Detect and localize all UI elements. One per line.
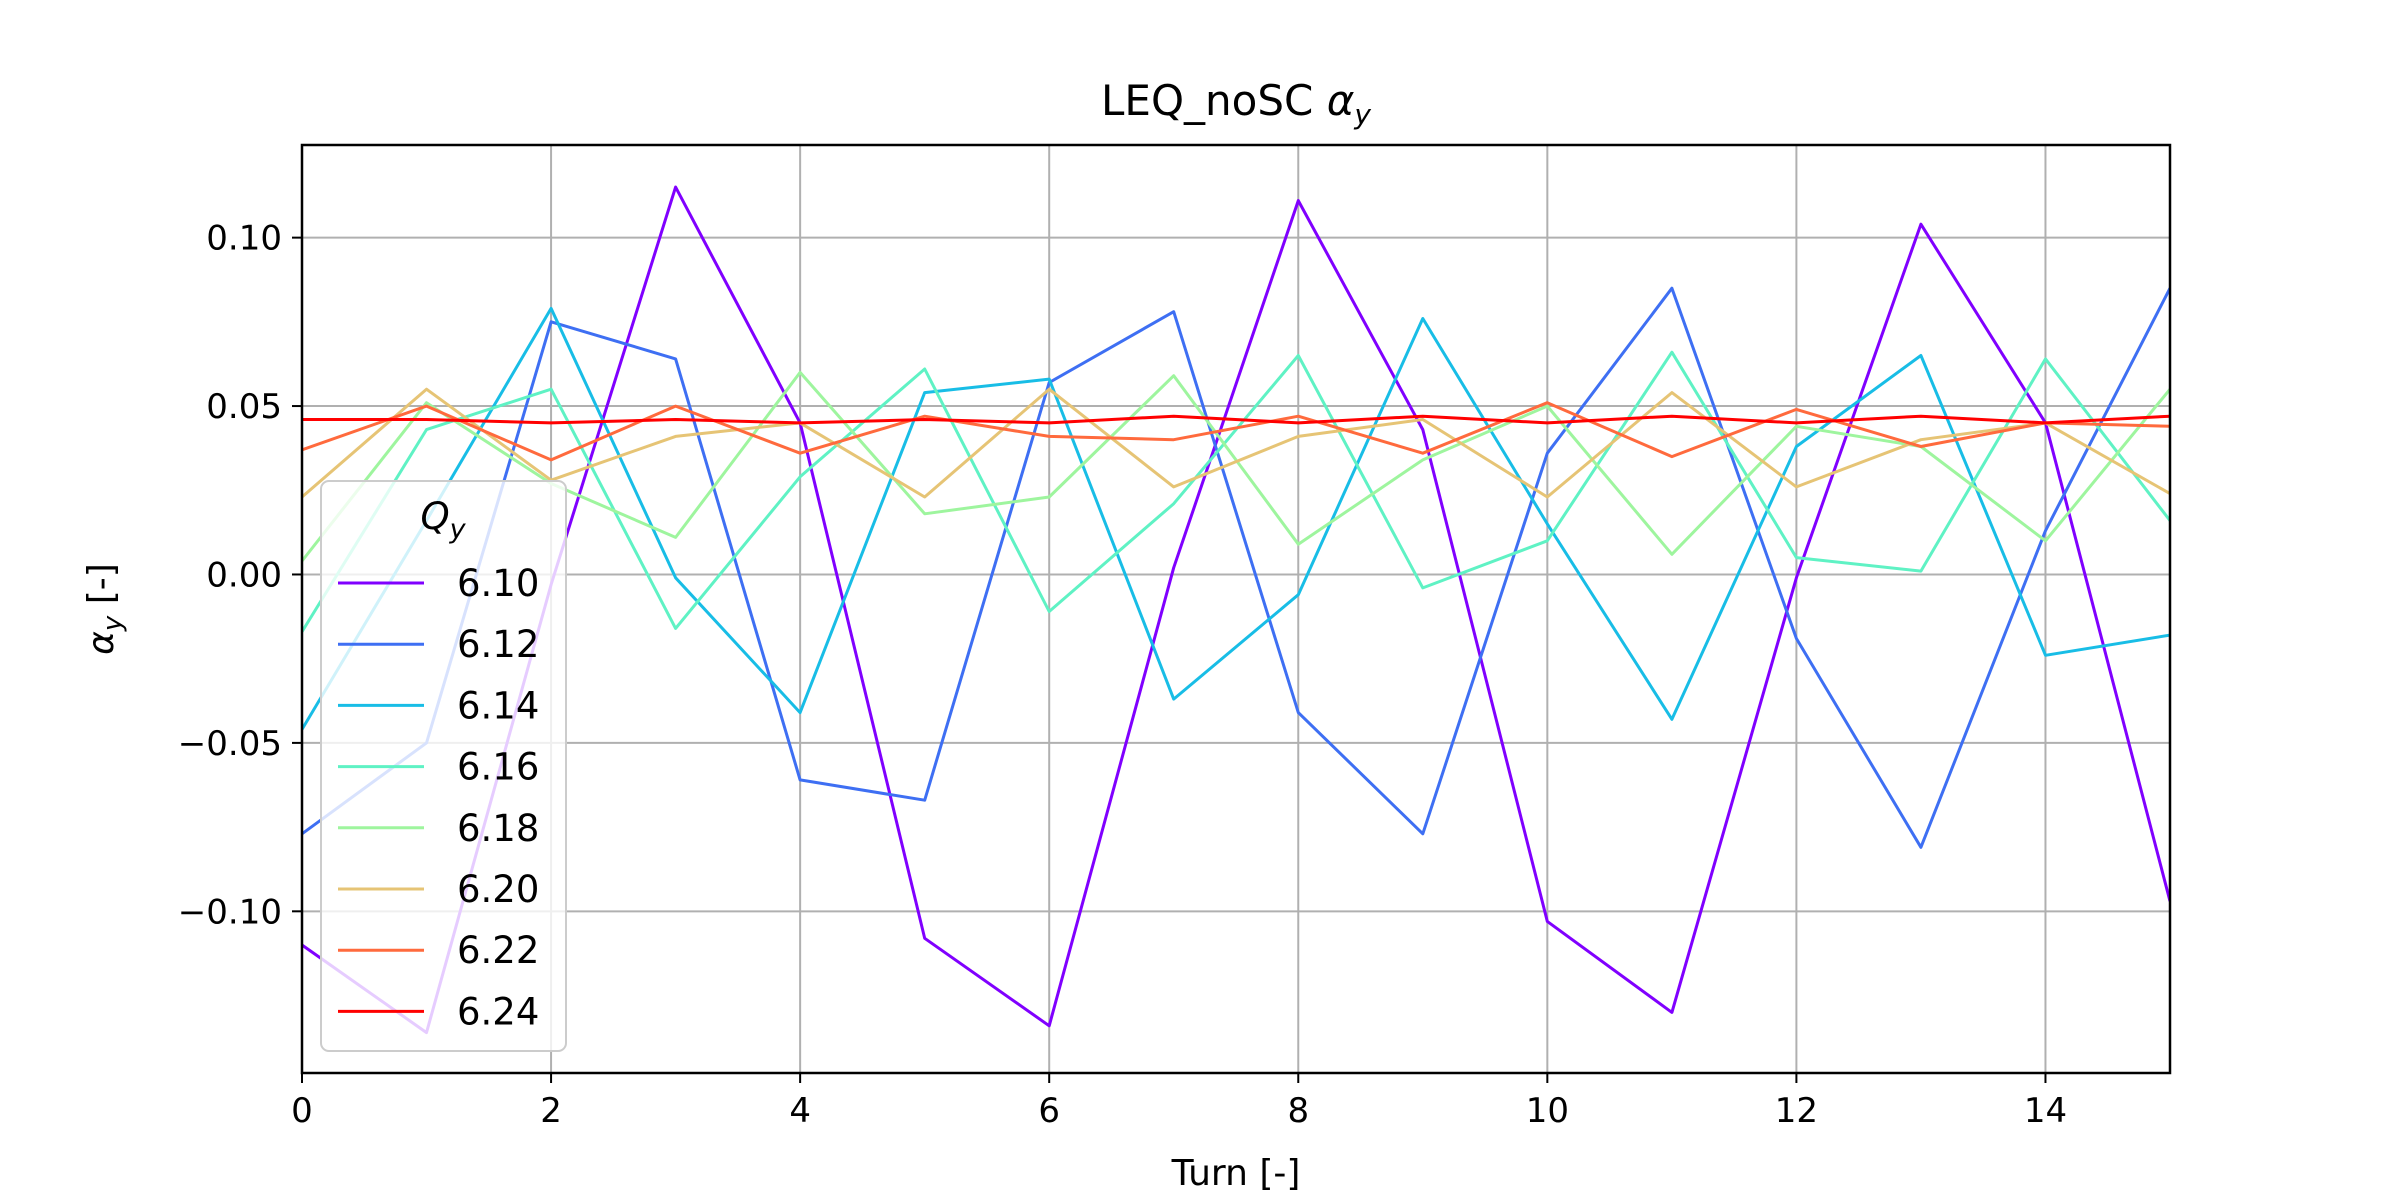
- x-tick-label: 6: [1038, 1091, 1060, 1131]
- legend-title: Qy: [420, 495, 466, 545]
- x-axis-label: Turn [-]: [1171, 1153, 1301, 1194]
- plot-background: [302, 145, 2170, 1073]
- y-tick-label: 0.05: [206, 387, 282, 427]
- legend-label: 6.12: [457, 623, 539, 666]
- y-tick-label: −0.10: [178, 892, 282, 932]
- x-tick-label: 0: [291, 1091, 313, 1131]
- legend-title-symbol: Q: [420, 495, 449, 538]
- grid: [301, 145, 2170, 1073]
- series-line-6-24: [302, 414, 2170, 425]
- series-line-6-22: [302, 401, 2170, 462]
- series-line-6-14: [302, 306, 2170, 731]
- series-line-6-20: [302, 387, 2170, 499]
- y-axis-label-subscript: y: [98, 615, 128, 632]
- legend-label: 6.22: [457, 929, 539, 972]
- chart-title-text: LEQ_noSC: [1101, 76, 1313, 125]
- x-tick-label: 4: [789, 1091, 811, 1131]
- legend-box: [320, 480, 567, 1052]
- chart-title-symbol: α: [1327, 76, 1355, 125]
- x-tick-label: 8: [1287, 1091, 1309, 1131]
- y-axis-label-unit: [-]: [81, 563, 122, 604]
- legend-entries: 6.10 6.12 6.14 6.16 6.18 6.20 6.22 6.24: [338, 562, 539, 1033]
- series-line-6-16: [302, 350, 2170, 633]
- y-tick-label: 0.00: [206, 555, 282, 595]
- y-axis-label: αy [-]: [81, 563, 128, 655]
- legend-label: 6.18: [457, 807, 539, 850]
- y-axis-label-symbol: α: [81, 631, 122, 655]
- legend-label: 6.10: [457, 562, 539, 605]
- legend-label: 6.16: [457, 746, 539, 789]
- legend-label: 6.14: [457, 684, 539, 727]
- legend-title-subscript: y: [449, 514, 467, 545]
- series-line-6-18: [302, 370, 2170, 562]
- chart-title: LEQ_noSC αy: [1101, 76, 1371, 131]
- x-tick-label: 14: [2024, 1091, 2067, 1131]
- x-tick-label: 2: [540, 1091, 562, 1131]
- x-tick-label: 12: [1775, 1091, 1818, 1131]
- series-line-6-12: [302, 286, 2170, 849]
- y-tick-label: 0.10: [206, 219, 282, 259]
- chart-title-subscript: y: [1353, 98, 1371, 131]
- legend-label: 6.20: [457, 868, 539, 911]
- series-group: [302, 185, 2170, 1035]
- y-tick-label: −0.05: [178, 724, 282, 764]
- ticks: 0 2 4 6 8 10 12 14 0.10 0.05 0.00 −0.05 −0.10: [178, 219, 2067, 1131]
- plot-frame: [300, 143, 2172, 1075]
- x-tick-label: 10: [1526, 1091, 1569, 1131]
- legend-label: 6.24: [457, 990, 539, 1033]
- legend: Qy 6.10 6.12 6.14 6.16 6.18 6.20 6.22 6.24: [320, 480, 567, 1052]
